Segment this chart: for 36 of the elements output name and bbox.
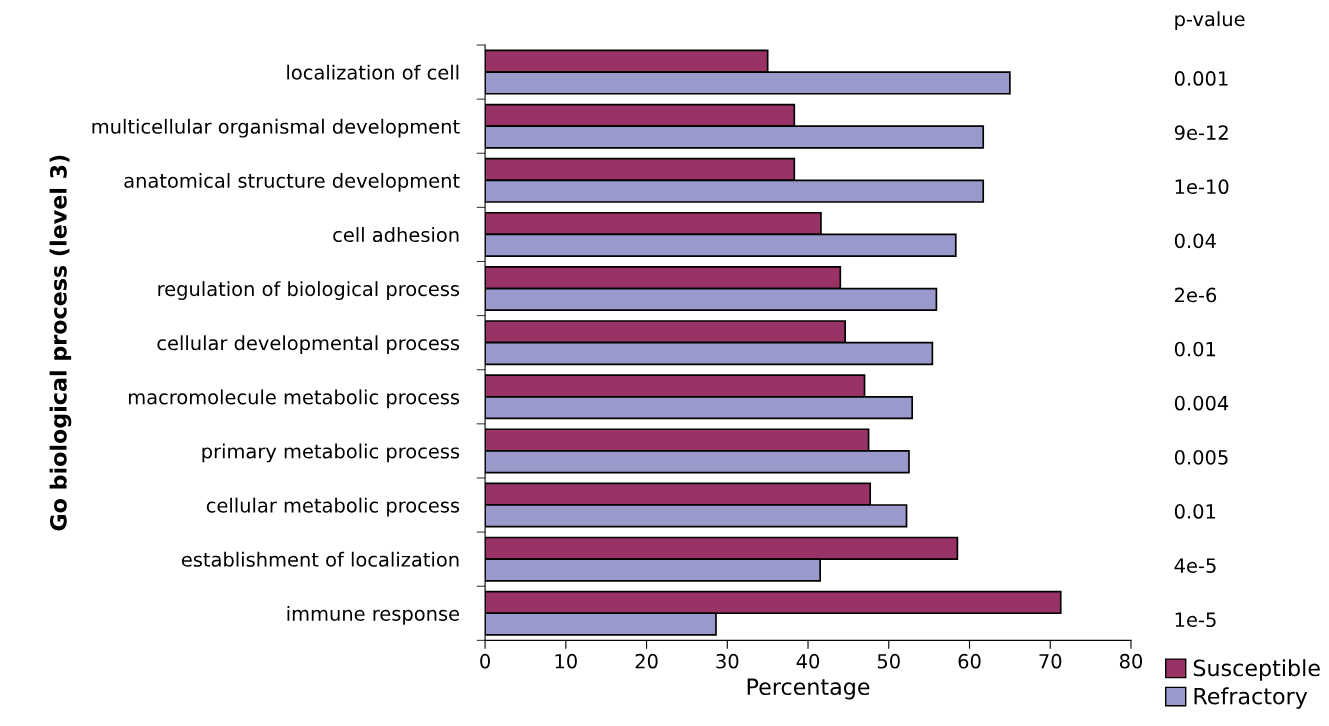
x-tick-label: 50 — [877, 653, 900, 669]
y-tick-label: anatomical structure development — [124, 172, 460, 192]
text: 9e-12 — [1174, 125, 1228, 140]
x-tick-label: 0 — [480, 653, 490, 669]
y-tick-label: cellular developmental process — [157, 335, 460, 355]
legend-label: Susceptible — [1193, 659, 1320, 681]
y-tick-label: immune response — [287, 605, 460, 625]
text: 1e-5 — [1175, 612, 1216, 628]
y-tick-label: primary metabolic process — [202, 443, 460, 463]
y-tick-label: establishment of localization — [181, 551, 459, 567]
y-tick-label: localization of cell — [287, 64, 459, 80]
text: 1e-10 — [1175, 179, 1229, 195]
y-tick-label: cell adhesion — [333, 227, 459, 243]
x-tick-label: 60 — [958, 653, 981, 669]
text: 0.005 — [1174, 449, 1228, 465]
text: 2e-6 — [1175, 287, 1217, 303]
text: p-value — [1175, 11, 1245, 31]
y-tick-label: cellular metabolic process — [206, 497, 460, 517]
y-tick-label: multicellular organismal development — [92, 118, 460, 138]
x-tick-label: 70 — [1039, 653, 1062, 669]
y-tick-label: macromolecule metabolic process — [129, 389, 460, 409]
text: 0.01 — [1174, 341, 1216, 357]
x-tick-label: 20 — [635, 653, 658, 669]
x-axis-title: Percentage — [747, 678, 870, 700]
x-tick-label: 80 — [1119, 653, 1143, 669]
y-axis-title: Go biological process (level 3) — [49, 155, 72, 531]
y-tick-label: regulation of biological process — [158, 281, 460, 300]
text: 0.04 — [1174, 233, 1216, 249]
text: 0.001 — [1174, 71, 1228, 86]
x-tick-label: 10 — [555, 653, 577, 669]
text: 4e-5 — [1174, 558, 1216, 573]
x-tick-label: 30 — [716, 653, 739, 669]
text: 0.01 — [1174, 504, 1216, 519]
x-tick-label: 40 — [796, 653, 820, 669]
legend-label: Refractory — [1194, 687, 1308, 709]
text: 0.004 — [1174, 395, 1229, 411]
